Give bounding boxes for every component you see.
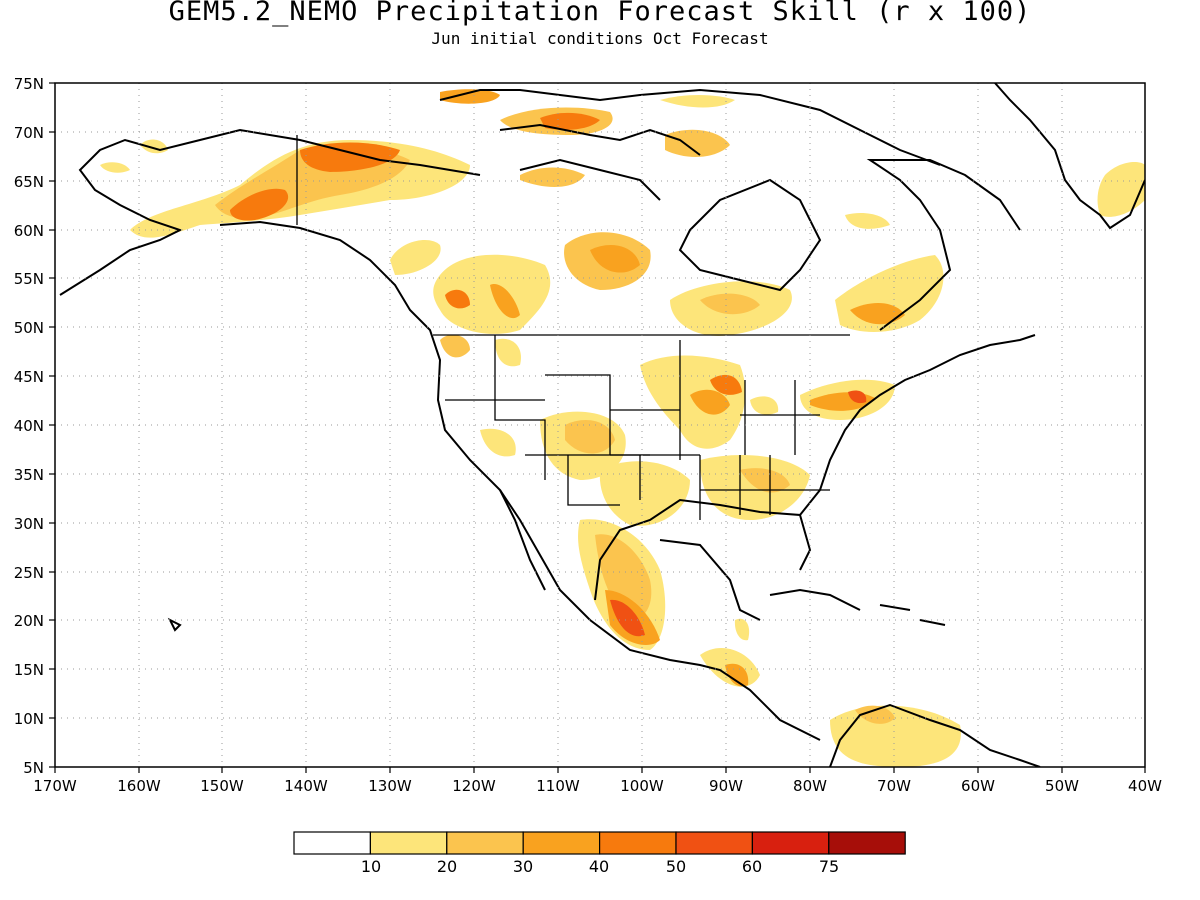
colorbar-label: 30 (513, 857, 533, 876)
lon-label: 110W (536, 777, 580, 795)
political-borders (296, 135, 850, 520)
lon-label: 130W (368, 777, 412, 795)
tick-marks (49, 82, 1146, 773)
lon-label: 170W (33, 777, 77, 795)
lon-label: 100W (620, 777, 664, 795)
coastlines (59, 83, 1145, 767)
lat-label: 55N (14, 270, 44, 288)
lat-label: 65N (14, 173, 44, 191)
colorbar-swatch (369, 831, 448, 855)
lon-label: 150W (200, 777, 244, 795)
lat-label: 60N (14, 222, 44, 240)
lat-label: 30N (14, 515, 44, 533)
colorbar-swatch (598, 831, 677, 855)
lon-label: 160W (117, 777, 161, 795)
map-title: GEM5.2_NEMO Precipitation Forecast Skill… (168, 0, 1032, 27)
skill-shading (100, 89, 1145, 767)
lon-label: 70W (877, 777, 911, 795)
colorbar: 10 20 30 40 50 60 75 (293, 831, 906, 876)
colorbar-labels: 10 20 30 40 50 60 75 (361, 857, 839, 876)
lon-label: 60W (961, 777, 995, 795)
lat-label: 20N (14, 612, 44, 630)
colorbar-label: 10 (361, 857, 381, 876)
lon-label: 80W (793, 777, 827, 795)
colorbar-label: 50 (666, 857, 686, 876)
colorbar-swatch (522, 831, 601, 855)
colorbar-swatch (751, 831, 830, 855)
lon-label: 40W (1128, 777, 1162, 795)
lat-label: 15N (14, 661, 44, 679)
lat-label: 40N (14, 417, 44, 435)
lon-label: 140W (284, 777, 328, 795)
lon-tick-labels: 170W 160W 150W 140W 130W 120W 110W 100W … (33, 777, 1162, 795)
colorbar-label: 75 (819, 857, 839, 876)
colorbar-swatch (293, 831, 372, 855)
lat-label: 5N (23, 759, 44, 777)
graticule (55, 83, 1145, 767)
colorbar-label: 20 (437, 857, 457, 876)
colorbar-label: 60 (742, 857, 762, 876)
lon-label: 50W (1045, 777, 1079, 795)
lat-label: 25N (14, 564, 44, 582)
colorbar-boxes (293, 831, 906, 855)
lat-label: 10N (14, 710, 44, 728)
lon-label: 120W (452, 777, 496, 795)
lat-label: 35N (14, 466, 44, 484)
lat-label: 50N (14, 319, 44, 337)
lat-tick-labels: 75N 70N 65N 60N 55N 50N 45N 40N 35N 30N … (14, 75, 44, 777)
map-subtitle: Jun initial conditions Oct Forecast (431, 29, 769, 48)
lat-label: 75N (14, 75, 44, 93)
colorbar-label: 40 (589, 857, 609, 876)
lon-label: 90W (709, 777, 743, 795)
lat-label: 70N (14, 124, 44, 142)
colorbar-swatch (446, 831, 524, 855)
colorbar-swatch (675, 831, 754, 855)
lat-label: 45N (14, 368, 44, 386)
colorbar-swatch (828, 831, 906, 855)
